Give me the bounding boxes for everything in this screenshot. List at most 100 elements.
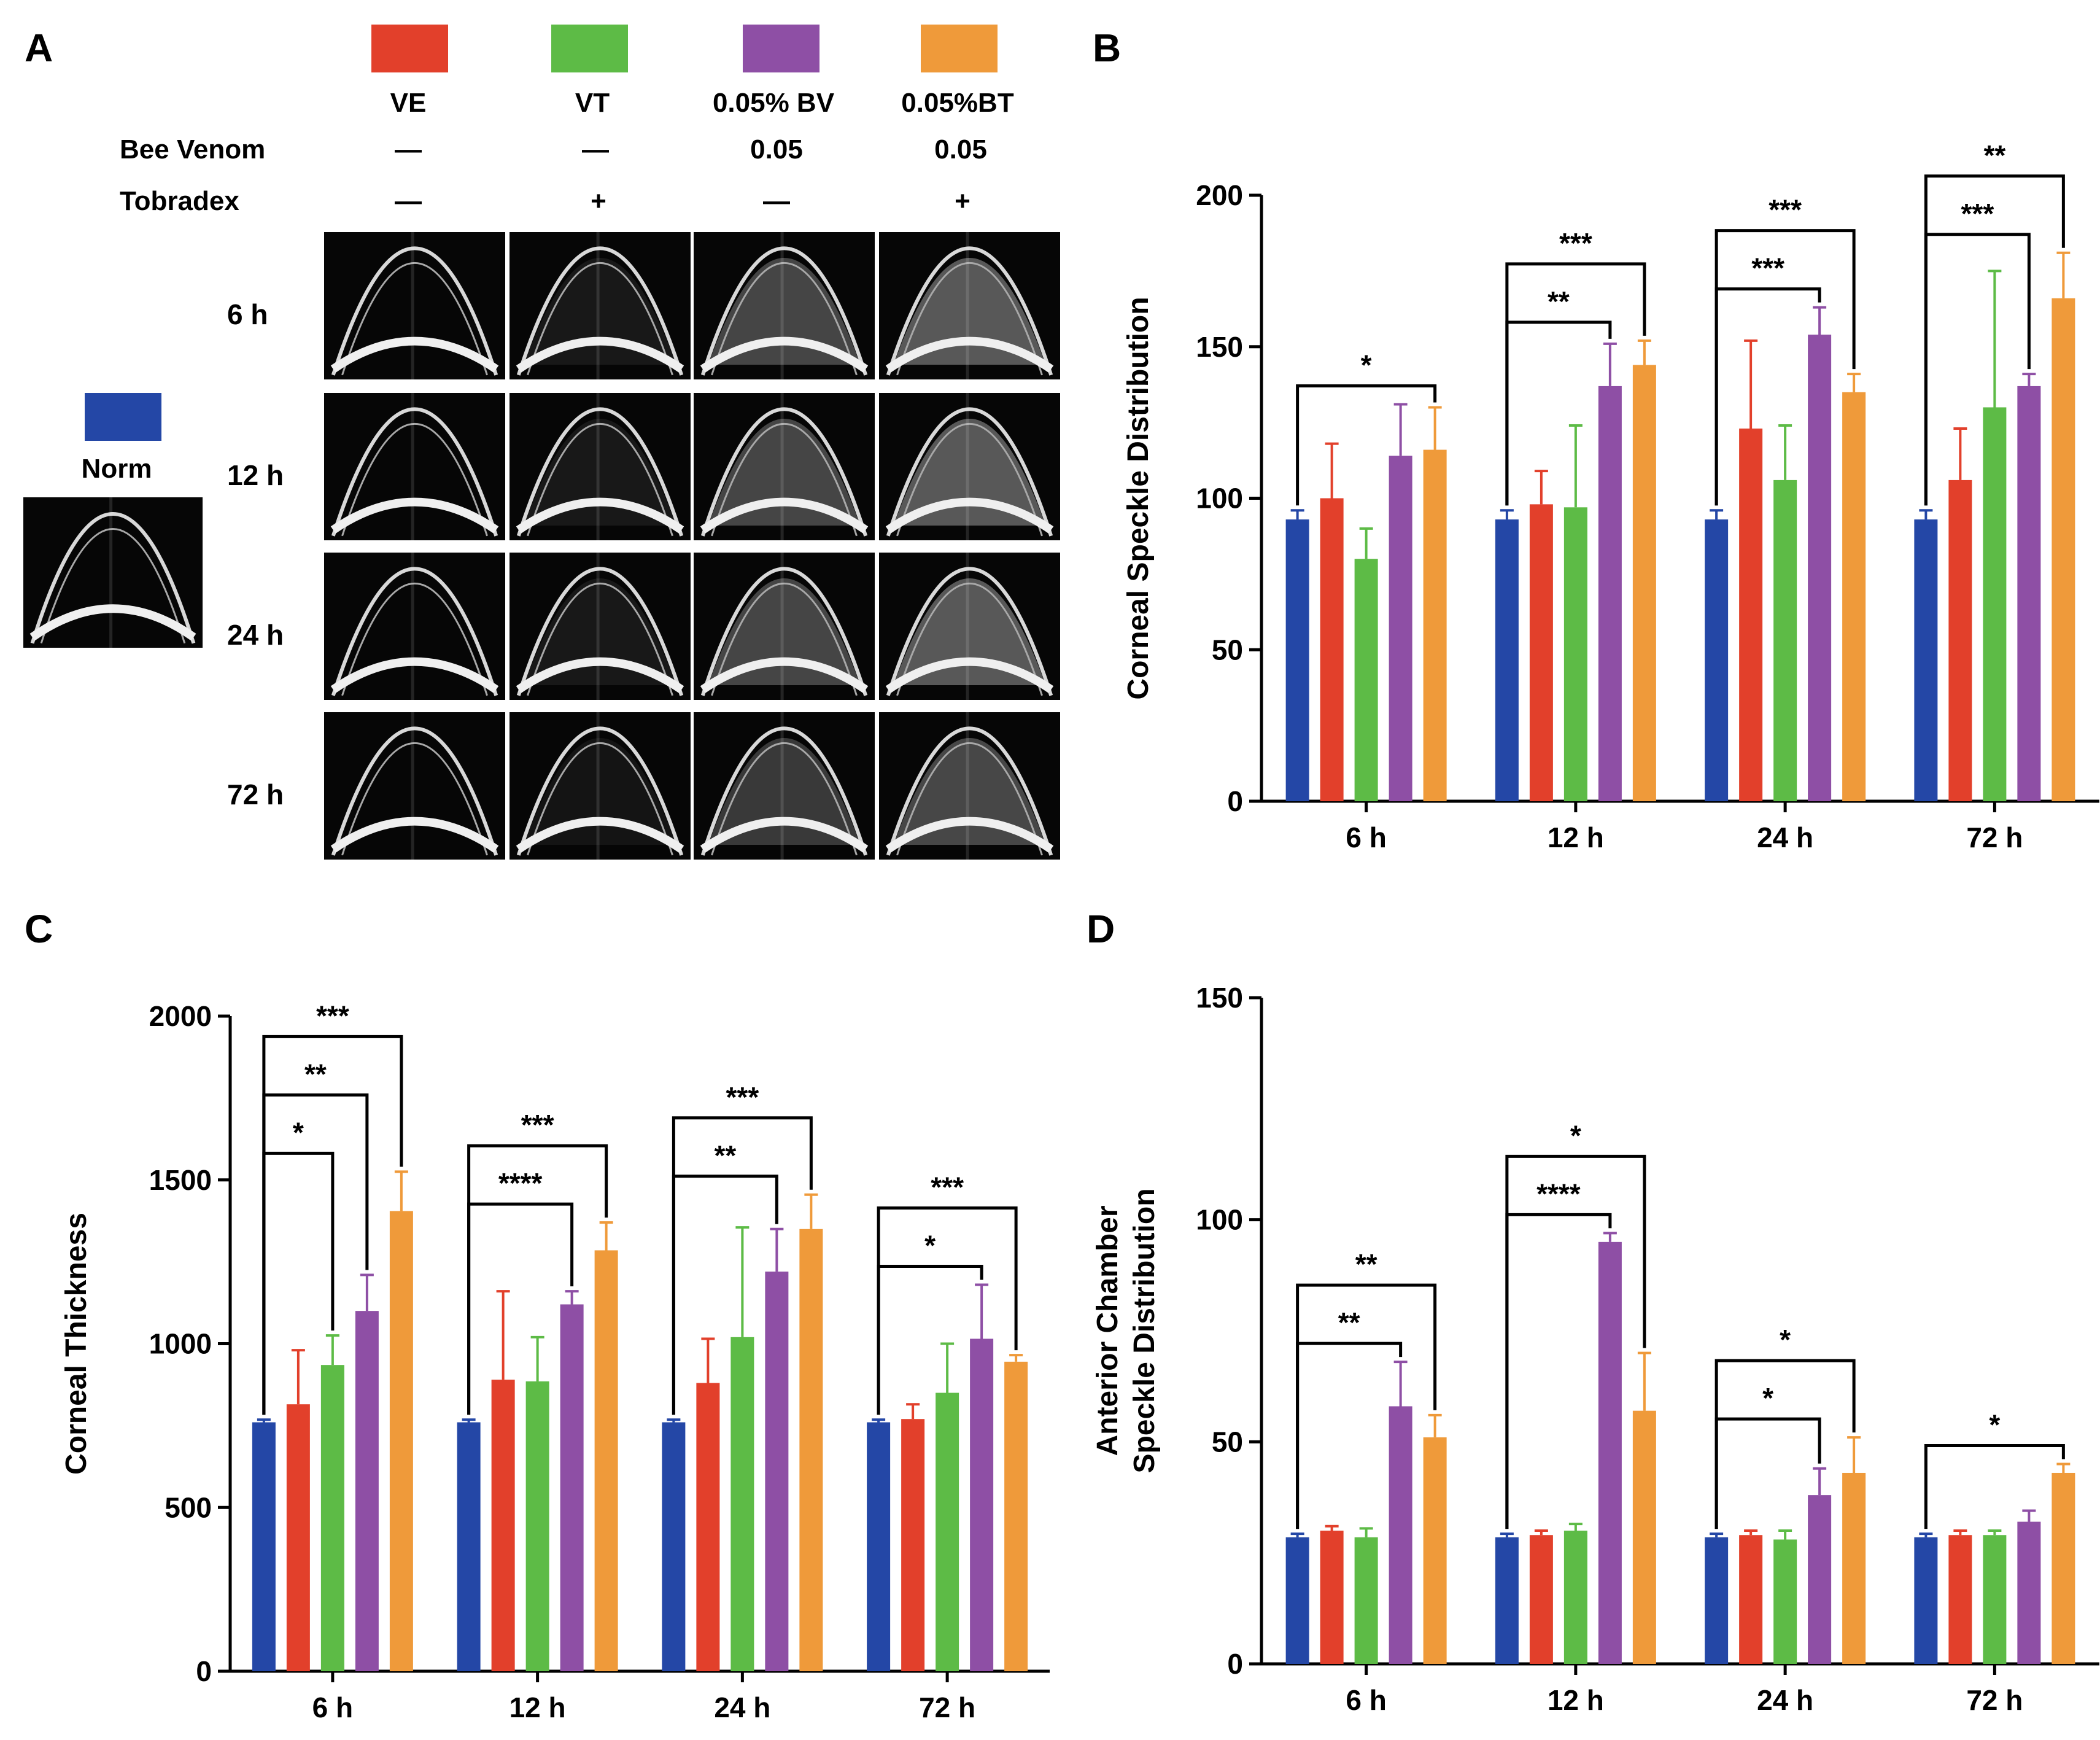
- oct-image: [694, 553, 875, 700]
- significance-label: ***: [1559, 227, 1592, 259]
- bar: [1705, 1537, 1729, 1664]
- x-tick-label: 6 h: [312, 1691, 353, 1723]
- bar: [1705, 519, 1729, 801]
- oct-cornea-outer: [331, 407, 498, 537]
- y-axis-label-line: Corneal Speckle Distribution: [1122, 297, 1155, 699]
- significance-label: **: [1338, 1307, 1360, 1338]
- oct-cornea-outer: [331, 246, 498, 376]
- oct-haze: [708, 258, 861, 365]
- y-axis-label-line: Speckle Distribution: [1128, 1188, 1161, 1473]
- y-tick-label: 200: [1196, 179, 1243, 211]
- oct-image-grid: 6 h 12 h 24 h 72 h: [23, 232, 1060, 860]
- significance-label: **: [714, 1140, 736, 1171]
- oct-artifact-line: [780, 393, 784, 540]
- significance-bracket: [1924, 1444, 2065, 1529]
- oct-image: [324, 232, 505, 379]
- oct-iris: [330, 817, 499, 853]
- oct-artifact-line: [596, 393, 600, 540]
- significance-bracket: [1505, 1154, 1646, 1529]
- legend-swatch-vt: [551, 25, 628, 72]
- oct-artifact-line: [109, 497, 113, 648]
- bar: [1285, 1537, 1309, 1664]
- x-tick-label: 6 h: [1346, 1684, 1386, 1716]
- oct-artifact-line: [411, 393, 414, 540]
- y-tick-label: 50: [1212, 634, 1243, 666]
- bar: [525, 1381, 549, 1671]
- oct-image: [324, 393, 505, 540]
- oct-cornea-inner: [341, 262, 488, 376]
- bee-venom-label: Bee Venom: [120, 134, 265, 165]
- oct-cornea-inner: [711, 583, 858, 696]
- significance-label: **: [304, 1058, 327, 1090]
- panel-label-a: A: [25, 26, 53, 70]
- x-tick-label: 12 h: [1548, 821, 1604, 853]
- significance-bracket: [1296, 384, 1437, 506]
- y-tick-label: 500: [165, 1491, 212, 1523]
- bar: [901, 1419, 925, 1671]
- legend-label-ve: VE: [390, 88, 427, 118]
- oct-haze: [524, 419, 676, 526]
- bar: [765, 1272, 789, 1671]
- bar: [1632, 365, 1656, 801]
- oct-iris: [700, 657, 869, 693]
- bar: [1423, 449, 1447, 801]
- oct-image: [324, 712, 505, 860]
- oct-iris: [516, 817, 684, 853]
- significance-bracket: [1714, 229, 1856, 506]
- bar: [1914, 519, 1938, 801]
- oct-haze: [893, 258, 1046, 365]
- significance-label: ****: [1536, 1178, 1581, 1210]
- oct-cornea-inner: [711, 262, 858, 376]
- oct-iris: [885, 497, 1054, 534]
- y-tick-label: 0: [196, 1655, 212, 1687]
- panel-label-c: C: [25, 907, 53, 951]
- oct-artifact-line: [780, 553, 784, 700]
- x-tick-label: 24 h: [1757, 821, 1813, 853]
- oct-haze: [893, 419, 1046, 526]
- panel-label-b: B: [1093, 26, 1121, 70]
- oct-cornea-outer: [516, 246, 684, 376]
- significance-bracket: [1714, 1417, 1821, 1529]
- bar: [286, 1404, 310, 1671]
- oct-cornea-inner: [711, 742, 858, 856]
- oct-cornea-outer: [331, 567, 498, 696]
- significance-bracket: [1505, 1213, 1612, 1529]
- oct-image: [510, 553, 691, 700]
- oct-iris: [330, 336, 499, 373]
- oct-artifact-line: [596, 232, 600, 379]
- bee-venom-bt: 0.05: [934, 134, 987, 165]
- bar: [1632, 1410, 1656, 1664]
- significance-bracket: [262, 1093, 369, 1415]
- oct-iris: [516, 497, 684, 534]
- oct-cornea-inner: [527, 262, 673, 376]
- chart-anterior-chamber-speckle: 0 50 100 150 6 h 12 h 24 h 72 h Anterior Chamber…: [1091, 982, 2099, 1716]
- x-tick-label: 24 h: [714, 1691, 770, 1723]
- bar: [1004, 1361, 1028, 1671]
- oct-cornea-inner: [896, 423, 1043, 537]
- significance-label: *: [1989, 1409, 2000, 1441]
- bar: [1739, 1535, 1763, 1664]
- oct-artifact-line: [411, 712, 414, 860]
- oct-cornea-inner: [341, 742, 488, 856]
- bar: [1529, 1535, 1553, 1664]
- bar: [1495, 1537, 1519, 1664]
- bee-venom-vt: —: [582, 134, 609, 165]
- bar: [560, 1304, 584, 1671]
- significance-label: ***: [316, 1000, 349, 1031]
- significance-bracket: [1714, 287, 1821, 506]
- bar: [799, 1229, 823, 1671]
- oct-artifact-line: [411, 553, 414, 700]
- bar: [594, 1250, 618, 1671]
- oct-haze: [524, 258, 676, 365]
- x-tick-label: 6 h: [1346, 821, 1386, 853]
- significance-label: **: [1983, 139, 2005, 171]
- oct-cornea-outer: [886, 726, 1053, 856]
- significance-label: ***: [726, 1081, 759, 1113]
- legend-label-bv: 0.05% BV: [713, 88, 835, 118]
- oct-artifact-line: [780, 712, 784, 860]
- oct-artifact-line: [966, 712, 969, 860]
- significance-bracket: [1924, 233, 2031, 506]
- oct-row-label: 72 h: [227, 779, 284, 810]
- bar: [1739, 428, 1763, 801]
- bar: [2017, 1521, 2041, 1664]
